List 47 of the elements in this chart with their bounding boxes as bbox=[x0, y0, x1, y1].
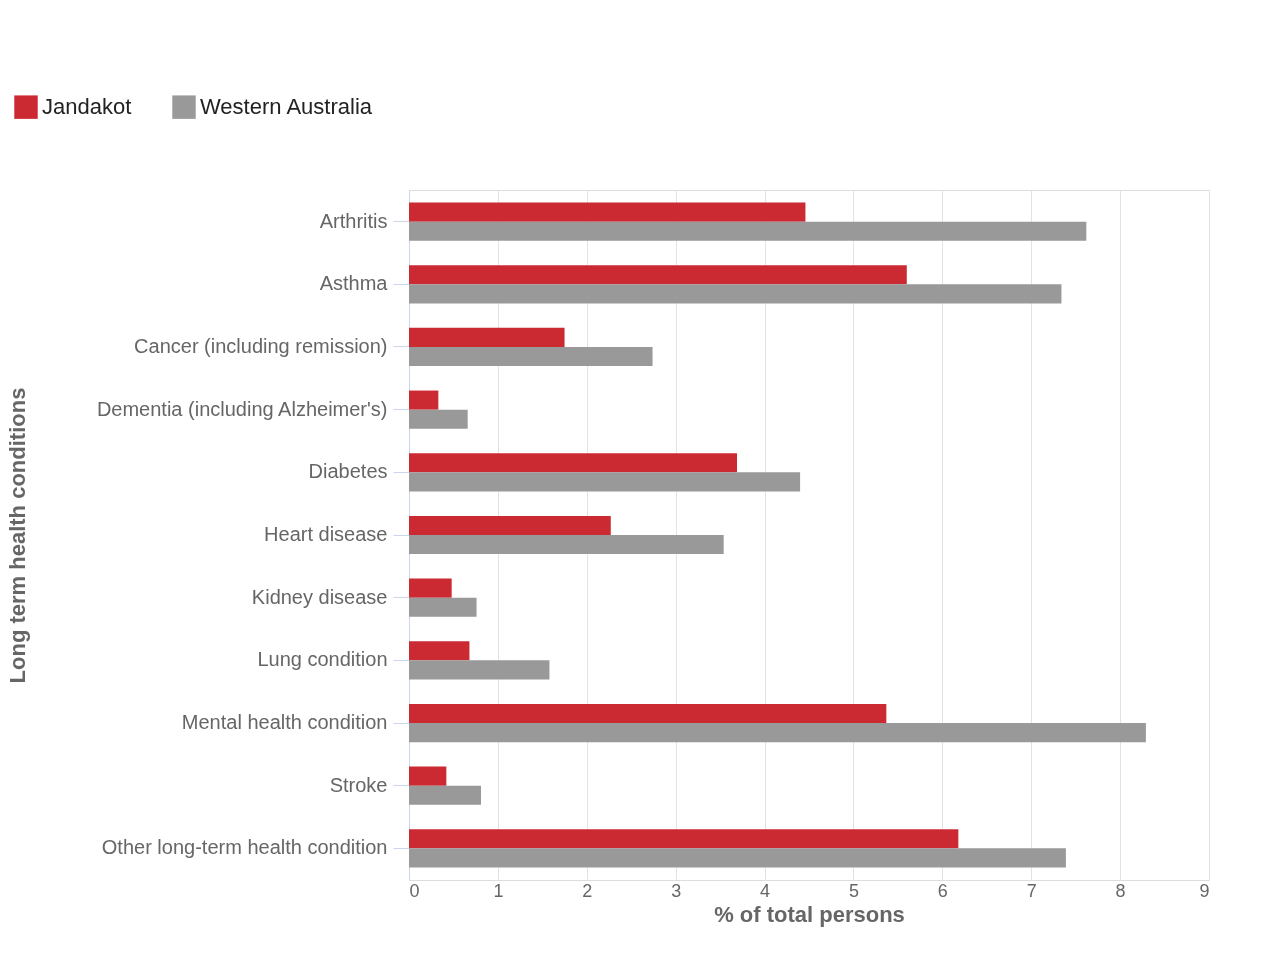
bar bbox=[409, 515, 611, 535]
bar bbox=[409, 641, 470, 661]
y-tick-label: Stroke bbox=[329, 773, 388, 796]
bar bbox=[409, 265, 907, 285]
bar bbox=[409, 785, 481, 805]
bar bbox=[409, 472, 801, 492]
y-axis-title: Long term health conditions bbox=[4, 387, 30, 684]
y-tick-label: Kidney disease bbox=[251, 585, 388, 608]
y-tick-label: Asthma bbox=[319, 272, 389, 295]
bar bbox=[409, 578, 452, 598]
bar bbox=[409, 597, 477, 617]
y-tick-label: Mental health condition bbox=[181, 711, 388, 734]
x-tick-label: 8 bbox=[1115, 880, 1126, 901]
bar bbox=[409, 221, 1087, 241]
x-tick-label: 0 bbox=[409, 880, 420, 901]
bar bbox=[409, 346, 653, 367]
x-tick-label: 1 bbox=[493, 880, 504, 901]
bar bbox=[409, 766, 447, 786]
bar bbox=[409, 723, 1146, 743]
x-axis-title: % of total persons bbox=[714, 901, 905, 927]
bar bbox=[409, 202, 806, 222]
x-tick-label: 2 bbox=[582, 880, 593, 901]
x-tick-label: 3 bbox=[671, 880, 682, 901]
x-tick-label: 6 bbox=[937, 880, 948, 901]
bar bbox=[409, 660, 550, 680]
bar bbox=[409, 535, 724, 555]
x-tick-label: 7 bbox=[1026, 880, 1037, 901]
y-tick-label: Heart disease bbox=[264, 523, 388, 545]
bar bbox=[409, 390, 439, 410]
bar bbox=[409, 327, 565, 347]
x-tick-label: 5 bbox=[848, 880, 859, 901]
bar bbox=[409, 703, 887, 724]
y-tick-label: Cancer (including remission) bbox=[134, 334, 388, 357]
y-tick-label: Diabetes bbox=[308, 460, 388, 483]
bar bbox=[409, 453, 737, 473]
y-tick-label: Other long-term health condition bbox=[101, 836, 388, 859]
legend-label: Jandakot bbox=[42, 94, 132, 120]
x-tick-label: 4 bbox=[760, 880, 771, 901]
y-tick-label: Arthritis bbox=[319, 209, 388, 232]
x-tick-label: 9 bbox=[1199, 880, 1210, 901]
bar bbox=[409, 829, 959, 849]
y-tick-label: Lung condition bbox=[257, 648, 388, 671]
bar bbox=[409, 848, 1066, 868]
legend-label: Western Australia bbox=[200, 94, 373, 120]
bar bbox=[409, 409, 468, 429]
y-tick-label: Dementia (including Alzheimer's) bbox=[96, 397, 388, 420]
bar bbox=[409, 284, 1062, 304]
